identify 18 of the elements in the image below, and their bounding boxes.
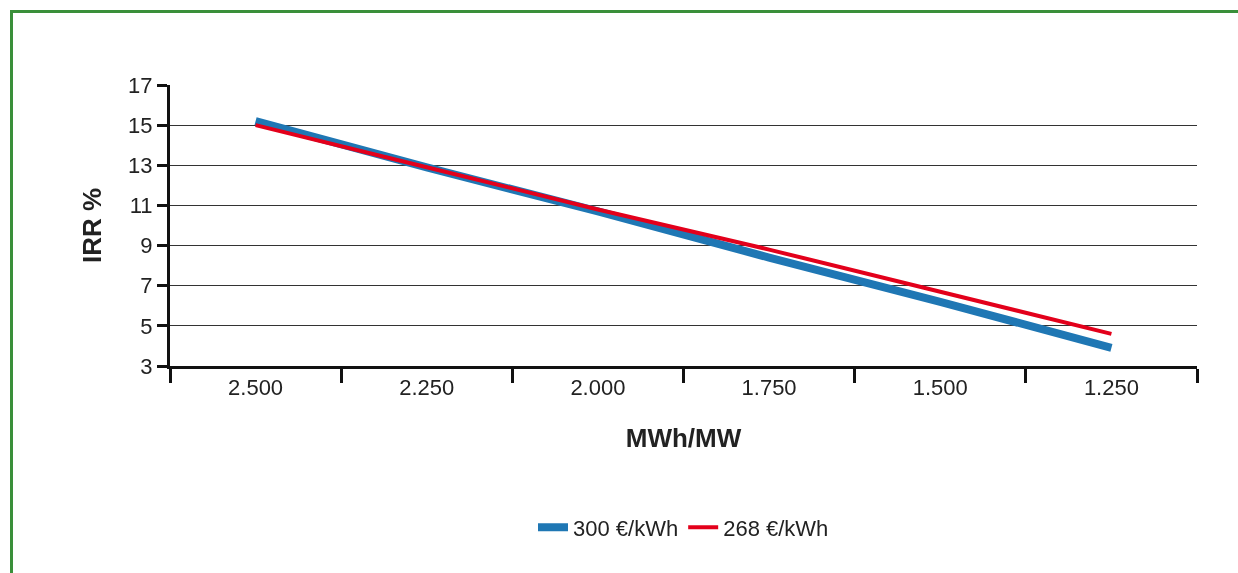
x-tick-label: 2.250 bbox=[399, 375, 455, 401]
x-tick-label: 1.500 bbox=[912, 375, 968, 401]
y-tick-label: 17 bbox=[128, 72, 153, 98]
x-tick-label: 1.750 bbox=[741, 375, 797, 401]
legend-label: 300 €/kWh bbox=[573, 515, 679, 541]
x-tick-label: 2.000 bbox=[570, 375, 626, 401]
y-tick-label: 15 bbox=[128, 112, 153, 138]
y-tick-label: 3 bbox=[140, 353, 153, 379]
y-tick-label: 13 bbox=[128, 152, 153, 178]
y-axis-title: IRR % bbox=[76, 187, 107, 264]
legend-label: 268 €/kWh bbox=[723, 515, 829, 541]
y-tick-label: 11 bbox=[129, 193, 153, 219]
x-tick-label: 1.250 bbox=[1083, 375, 1139, 401]
y-tick-label: 7 bbox=[140, 273, 153, 299]
y-tick-label: 9 bbox=[140, 233, 153, 259]
x-axis-title: MWh/MW bbox=[625, 423, 742, 454]
x-tick-label: 2.500 bbox=[228, 375, 284, 401]
y-tick-label: 5 bbox=[140, 313, 153, 339]
